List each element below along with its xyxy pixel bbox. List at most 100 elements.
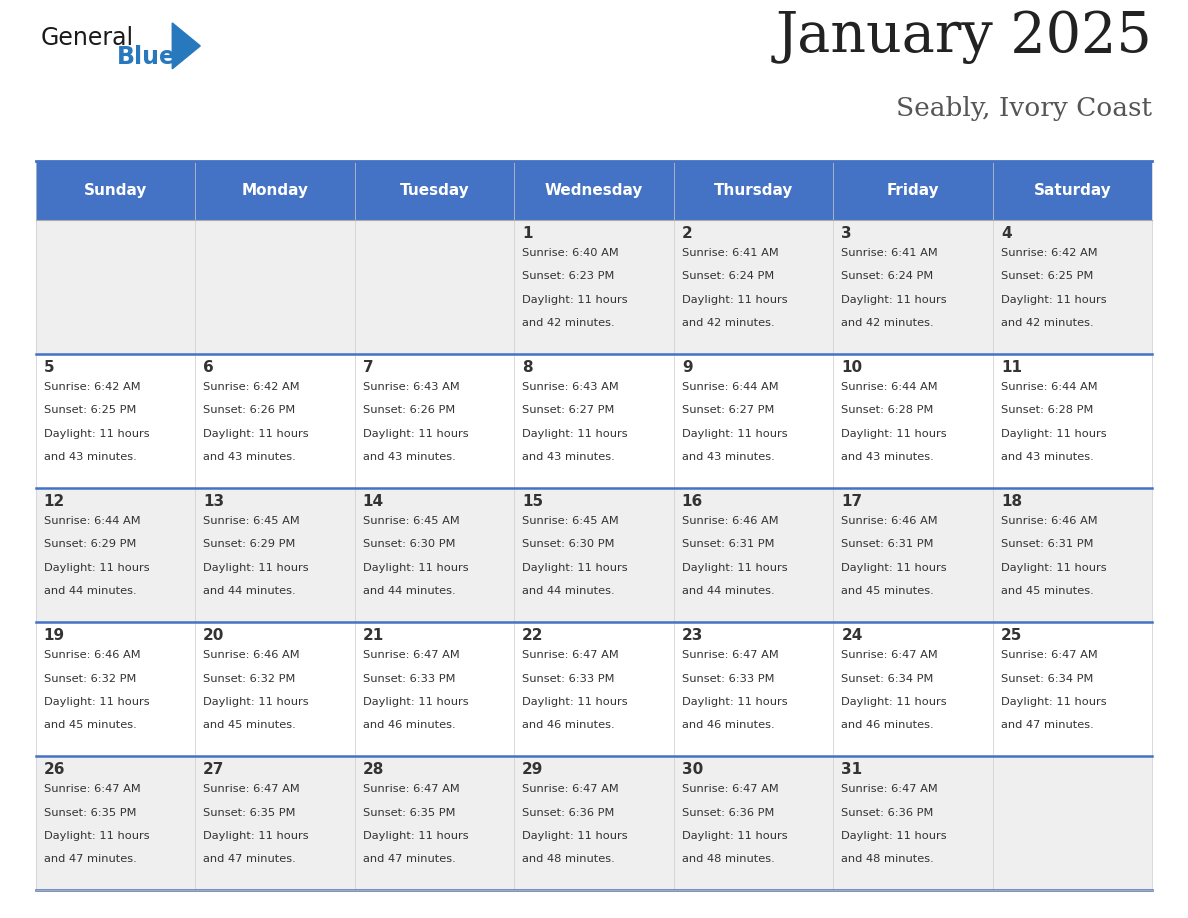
Text: 31: 31	[841, 763, 862, 778]
Text: and 44 minutes.: and 44 minutes.	[362, 586, 455, 596]
Text: and 47 minutes.: and 47 minutes.	[44, 854, 137, 864]
Text: 2: 2	[682, 227, 693, 241]
Text: Sunrise: 6:40 AM: Sunrise: 6:40 AM	[523, 249, 619, 258]
Text: 25: 25	[1000, 629, 1022, 644]
Text: 26: 26	[44, 763, 65, 778]
Text: Sunset: 6:29 PM: Sunset: 6:29 PM	[44, 540, 135, 550]
Text: Blue: Blue	[116, 45, 176, 69]
Text: Sunset: 6:30 PM: Sunset: 6:30 PM	[523, 540, 614, 550]
Text: 9: 9	[682, 361, 693, 375]
Bar	[195, 220, 355, 354]
Bar	[36, 756, 195, 890]
Text: and 47 minutes.: and 47 minutes.	[1000, 720, 1094, 730]
Bar	[993, 220, 1152, 354]
Bar	[833, 488, 993, 622]
Text: Sunrise: 6:47 AM: Sunrise: 6:47 AM	[1000, 651, 1098, 660]
Text: Sunrise: 6:47 AM: Sunrise: 6:47 AM	[362, 651, 460, 660]
Bar	[514, 354, 674, 488]
Bar	[514, 622, 674, 756]
Text: and 46 minutes.: and 46 minutes.	[682, 720, 775, 730]
Text: Saturday: Saturday	[1034, 183, 1112, 198]
Bar	[355, 756, 514, 890]
Bar	[195, 161, 355, 220]
Text: Sunday: Sunday	[83, 183, 147, 198]
Text: and 48 minutes.: and 48 minutes.	[523, 854, 615, 864]
Text: Daylight: 11 hours: Daylight: 11 hours	[362, 429, 468, 439]
Text: Sunrise: 6:42 AM: Sunrise: 6:42 AM	[203, 383, 299, 392]
Bar	[833, 756, 993, 890]
Text: 28: 28	[362, 763, 384, 778]
Text: 3: 3	[841, 227, 852, 241]
Text: Sunrise: 6:47 AM: Sunrise: 6:47 AM	[682, 785, 778, 794]
Text: Daylight: 11 hours: Daylight: 11 hours	[841, 697, 947, 707]
Bar	[514, 756, 674, 890]
Bar	[833, 161, 993, 220]
Text: Sunrise: 6:47 AM: Sunrise: 6:47 AM	[523, 651, 619, 660]
Text: Thursday: Thursday	[714, 183, 794, 198]
Text: Sunset: 6:32 PM: Sunset: 6:32 PM	[203, 674, 296, 684]
Text: Daylight: 11 hours: Daylight: 11 hours	[44, 831, 150, 841]
Text: Daylight: 11 hours: Daylight: 11 hours	[44, 697, 150, 707]
Text: Sunset: 6:36 PM: Sunset: 6:36 PM	[682, 808, 775, 818]
Bar	[195, 756, 355, 890]
Bar	[993, 161, 1152, 220]
Text: Sunset: 6:34 PM: Sunset: 6:34 PM	[1000, 674, 1093, 684]
Text: Daylight: 11 hours: Daylight: 11 hours	[203, 563, 309, 573]
Text: Sunset: 6:29 PM: Sunset: 6:29 PM	[203, 540, 296, 550]
Text: 20: 20	[203, 629, 225, 644]
Text: Sunrise: 6:46 AM: Sunrise: 6:46 AM	[203, 651, 299, 660]
Text: Sunset: 6:36 PM: Sunset: 6:36 PM	[841, 808, 934, 818]
Text: Sunset: 6:35 PM: Sunset: 6:35 PM	[44, 808, 137, 818]
Text: Sunset: 6:32 PM: Sunset: 6:32 PM	[44, 674, 135, 684]
Text: and 43 minutes.: and 43 minutes.	[523, 452, 615, 462]
Text: Sunrise: 6:46 AM: Sunrise: 6:46 AM	[682, 517, 778, 526]
Text: 15: 15	[523, 495, 543, 509]
Bar	[36, 622, 195, 756]
Text: and 45 minutes.: and 45 minutes.	[841, 586, 934, 596]
Text: Sunset: 6:31 PM: Sunset: 6:31 PM	[841, 540, 934, 550]
Text: and 42 minutes.: and 42 minutes.	[523, 318, 615, 328]
Text: Daylight: 11 hours: Daylight: 11 hours	[1000, 295, 1106, 305]
Text: Wednesday: Wednesday	[545, 183, 643, 198]
Text: Daylight: 11 hours: Daylight: 11 hours	[203, 429, 309, 439]
Text: Sunrise: 6:44 AM: Sunrise: 6:44 AM	[841, 383, 937, 392]
Text: 11: 11	[1000, 361, 1022, 375]
Bar	[195, 354, 355, 488]
Text: Sunset: 6:26 PM: Sunset: 6:26 PM	[203, 406, 296, 416]
Text: Daylight: 11 hours: Daylight: 11 hours	[362, 563, 468, 573]
Text: 21: 21	[362, 629, 384, 644]
Bar	[514, 161, 674, 220]
Text: Daylight: 11 hours: Daylight: 11 hours	[682, 563, 788, 573]
Bar	[36, 354, 195, 488]
Text: Sunset: 6:24 PM: Sunset: 6:24 PM	[841, 272, 934, 282]
Bar	[674, 161, 833, 220]
Text: Daylight: 11 hours: Daylight: 11 hours	[523, 563, 628, 573]
Bar	[993, 488, 1152, 622]
Text: Sunrise: 6:42 AM: Sunrise: 6:42 AM	[44, 383, 140, 392]
Text: 16: 16	[682, 495, 703, 509]
Text: 24: 24	[841, 629, 862, 644]
Text: Sunrise: 6:41 AM: Sunrise: 6:41 AM	[682, 249, 778, 258]
Text: 17: 17	[841, 495, 862, 509]
Text: Sunset: 6:27 PM: Sunset: 6:27 PM	[682, 406, 775, 416]
Text: and 46 minutes.: and 46 minutes.	[523, 720, 615, 730]
Bar	[355, 161, 514, 220]
Text: and 45 minutes.: and 45 minutes.	[1000, 586, 1094, 596]
Text: Seably, Ivory Coast: Seably, Ivory Coast	[897, 96, 1152, 121]
Bar	[36, 488, 195, 622]
Text: Sunrise: 6:47 AM: Sunrise: 6:47 AM	[362, 785, 460, 794]
Text: Daylight: 11 hours: Daylight: 11 hours	[1000, 563, 1106, 573]
Text: Sunrise: 6:44 AM: Sunrise: 6:44 AM	[44, 517, 140, 526]
Text: Sunset: 6:26 PM: Sunset: 6:26 PM	[362, 406, 455, 416]
Text: Sunset: 6:25 PM: Sunset: 6:25 PM	[1000, 272, 1093, 282]
Bar	[833, 354, 993, 488]
Text: Friday: Friday	[886, 183, 940, 198]
Text: Sunrise: 6:44 AM: Sunrise: 6:44 AM	[682, 383, 778, 392]
Text: January 2025: January 2025	[776, 9, 1152, 64]
Text: Sunset: 6:31 PM: Sunset: 6:31 PM	[1000, 540, 1093, 550]
Text: Sunrise: 6:45 AM: Sunrise: 6:45 AM	[523, 517, 619, 526]
Text: Sunrise: 6:47 AM: Sunrise: 6:47 AM	[523, 785, 619, 794]
Bar	[993, 354, 1152, 488]
Text: and 43 minutes.: and 43 minutes.	[203, 452, 296, 462]
Bar	[674, 622, 833, 756]
